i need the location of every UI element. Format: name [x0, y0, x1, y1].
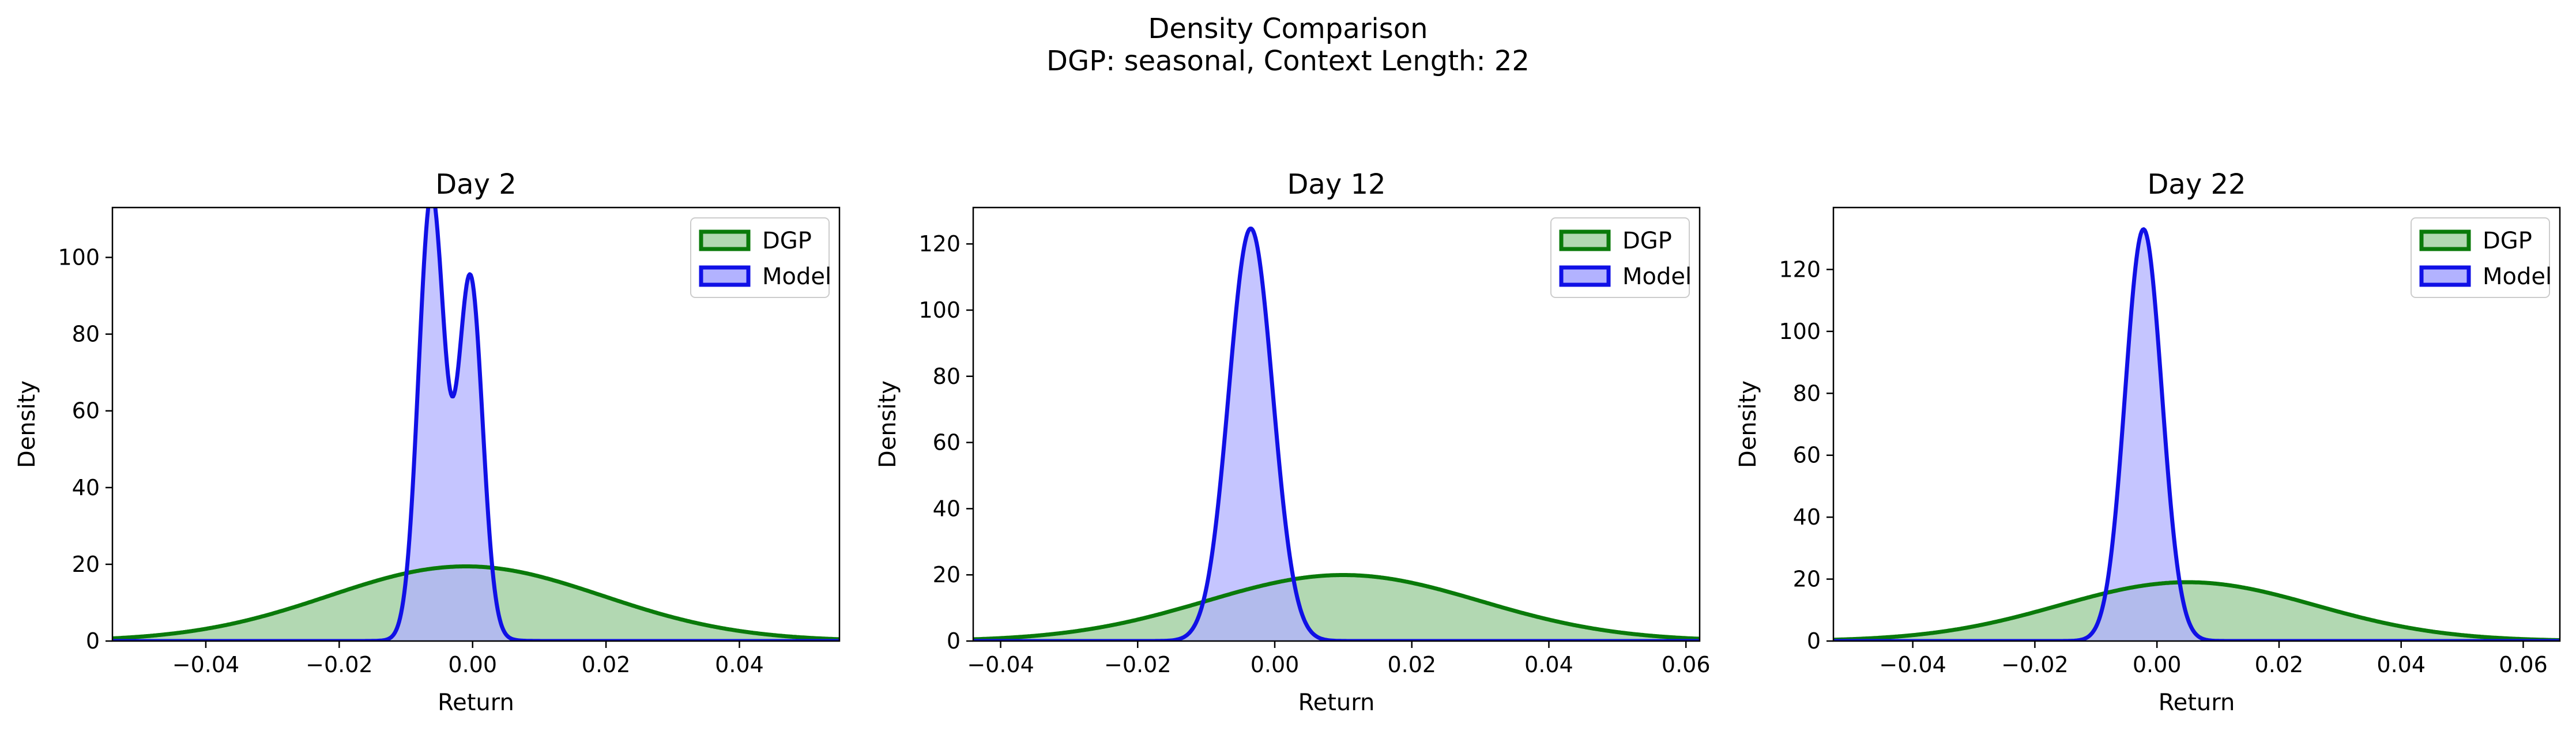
y-tick-label: 120	[918, 231, 961, 257]
panels: −0.04 −0.02 0.00 0.02 0.04 0 20 40 60 80 100 Return…	[14, 168, 2561, 716]
dgp-area	[973, 575, 1700, 641]
x-tick-label: 0.00	[1251, 652, 1300, 677]
density-curves	[1833, 227, 2560, 641]
y-tick-label: 80	[1793, 380, 1821, 406]
dgp-area	[1833, 582, 2560, 641]
y-tick-label: 100	[1779, 319, 1821, 344]
panel-title: Day 2	[435, 168, 517, 201]
x-tick-label: 0.00	[2133, 652, 2182, 677]
y-tick-label: 80	[72, 322, 100, 347]
axes-frame	[1832, 206, 2561, 642]
model-legend-swatch	[699, 265, 751, 287]
dgp-legend-swatch	[2419, 229, 2471, 251]
legend-label: Model	[1622, 263, 1692, 290]
panel-title: Day 22	[2147, 168, 2246, 201]
x-axis-label: Return	[1298, 689, 1375, 716]
x-tick-label: 0.02	[2255, 652, 2304, 677]
y-tick-label: 80	[933, 364, 961, 389]
y-tick-label: 100	[918, 297, 961, 323]
y-tick-label: 120	[1779, 257, 1821, 282]
figure-title: Density Comparison	[1148, 13, 1428, 45]
density-curves	[112, 208, 839, 641]
x-tick-label: 0.04	[1524, 652, 1573, 677]
x-tick-label: −0.04	[1879, 652, 1946, 677]
y-tick-label: 60	[1793, 443, 1821, 468]
x-tick-label: −0.02	[306, 652, 372, 677]
dgp-line	[1833, 580, 2560, 641]
x-tick-label: 0.06	[1662, 652, 1711, 677]
panel-title: Day 12	[1287, 168, 1385, 201]
x-axis-label: Return	[2159, 689, 2235, 716]
x-tick-label: 0.04	[2377, 652, 2426, 677]
y-axis-label: Density	[14, 380, 40, 468]
y-tick-label: 20	[72, 552, 100, 577]
figure-subtitle: DGP: seasonal, Context Length: 22	[1046, 45, 1530, 77]
x-tick-label: 0.02	[1387, 652, 1436, 677]
y-axis-label: Density	[875, 380, 901, 468]
dgp-legend-swatch	[1559, 229, 1611, 251]
panel-2: −0.04 −0.02 0.00 0.02 0.04 0.06 0 20 40 60 80 100 12…	[875, 168, 1711, 716]
panel-1: −0.04 −0.02 0.00 0.02 0.04 0 20 40 60 80 100 Return…	[14, 168, 841, 716]
y-tick-label: 20	[1793, 567, 1821, 592]
axes-frame	[111, 206, 841, 642]
y-tick-label: 100	[58, 245, 100, 270]
y-tick-label: 0	[86, 628, 100, 654]
y-tick-label: 0	[947, 628, 961, 654]
y-tick-label: 40	[1793, 504, 1821, 530]
legend-label: DGP	[1622, 228, 1672, 254]
x-tick-label: 0.06	[2499, 652, 2548, 677]
legend-label: DGP	[762, 228, 812, 254]
x-tick-label: −0.04	[172, 652, 239, 677]
x-tick-label: 0.04	[715, 652, 764, 677]
legend: DGP Model	[2411, 217, 2552, 298]
model-area	[112, 208, 839, 641]
x-axis-label: Return	[438, 689, 514, 716]
x-tick-label: −0.02	[1104, 652, 1171, 677]
model-legend-swatch	[1559, 265, 1611, 287]
y-tick-label: 60	[933, 430, 961, 455]
legend: DGP Model	[1550, 217, 1692, 298]
dgp-line	[973, 573, 1700, 641]
y-tick-label: 40	[933, 496, 961, 521]
dgp-legend-swatch	[699, 229, 751, 251]
model-line	[1833, 227, 2560, 641]
model-line	[112, 208, 839, 641]
y-tick-label: 60	[72, 398, 100, 424]
y-tick-label: 40	[72, 475, 100, 500]
y-tick-label: 0	[1807, 628, 1821, 654]
legend-label: Model	[762, 263, 831, 290]
y-axis-label: Density	[1735, 380, 1761, 468]
x-tick-label: 0.00	[448, 652, 497, 677]
x-tick-label: −0.02	[2001, 652, 2068, 677]
y-tick-label: 20	[933, 562, 961, 587]
x-tick-label: −0.04	[967, 652, 1034, 677]
x-tick-label: 0.02	[582, 652, 631, 677]
model-legend-swatch	[2419, 265, 2471, 287]
panel-3: −0.04 −0.02 0.00 0.02 0.04 0.06 0 20 40 60 80 100 12…	[1735, 168, 2561, 716]
legend-label: Model	[2483, 263, 2552, 290]
legend: DGP Model	[690, 217, 831, 298]
axes-frame	[972, 206, 1701, 642]
dgp-line	[112, 564, 839, 641]
legend-label: DGP	[2483, 228, 2532, 254]
